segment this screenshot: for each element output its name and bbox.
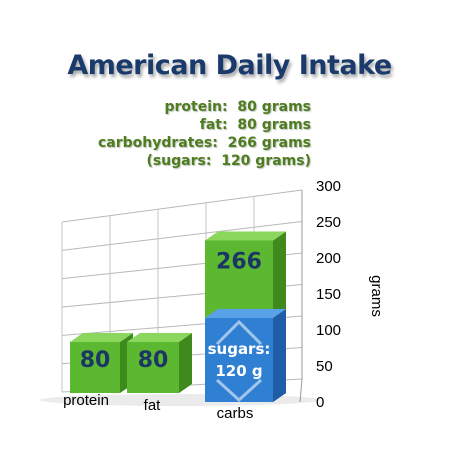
- bar-segment-sugars-front: [205, 318, 273, 402]
- chart-labels: 0 50 100 150 200 250 300 grams 80 80 266 sugars: 120…: [63, 178, 385, 422]
- bar-segment-sugars-side: [273, 309, 286, 402]
- sugars-label: sugars:: [208, 340, 271, 358]
- chart-title: American Daily Intake: [67, 50, 392, 81]
- bar-protein-top: [70, 333, 133, 342]
- category-label: fat: [144, 397, 162, 414]
- bar-fat: [127, 333, 192, 393]
- y-tick-label: 0: [316, 394, 324, 411]
- category-label: carbs: [217, 405, 254, 422]
- category-label: protein: [63, 392, 109, 409]
- bar-segment-sugars-top: [205, 309, 286, 318]
- bar-carbs-top: [205, 231, 286, 241]
- y-tick-label: 300: [316, 178, 341, 195]
- intake-summary: protein: 80 grams fat: 80 grams carbohyd…: [98, 98, 311, 170]
- gridline: [61, 221, 303, 251]
- y-tick-label: 150: [316, 286, 341, 303]
- bar-fat-front: [127, 342, 179, 393]
- bar-fat-top: [127, 333, 192, 342]
- bar-value-label: 266: [216, 249, 262, 274]
- bar-segment-sugars: [205, 309, 286, 402]
- summary-line-protein: protein: 80 grams: [164, 99, 312, 115]
- bar-value-label: 80: [138, 348, 169, 373]
- y-tick-label: 250: [316, 214, 341, 231]
- floor-edge: [299, 378, 303, 403]
- gridline: [61, 189, 303, 223]
- sugars-arrow-down: [215, 378, 263, 403]
- summary-line-carbohydrates: carbohydrates: 266 grams: [97, 135, 311, 151]
- summary-line-sugars: (sugars: 120 grams): [146, 153, 311, 169]
- y-axis-label: grams: [368, 275, 385, 317]
- sugars-value-label: 120 g: [215, 362, 262, 380]
- y-tick-label: 200: [316, 250, 341, 267]
- y-tick-label: 50: [316, 358, 333, 375]
- bar-fat-side: [179, 333, 192, 393]
- sugars-arrow-up: [215, 319, 263, 346]
- y-tick-label: 100: [316, 322, 341, 339]
- chart-bars: [70, 231, 286, 403]
- bar-value-label: 80: [80, 348, 111, 373]
- summary-line-fat: fat: 80 grams: [199, 117, 311, 133]
- bar-protein-front: [70, 342, 120, 393]
